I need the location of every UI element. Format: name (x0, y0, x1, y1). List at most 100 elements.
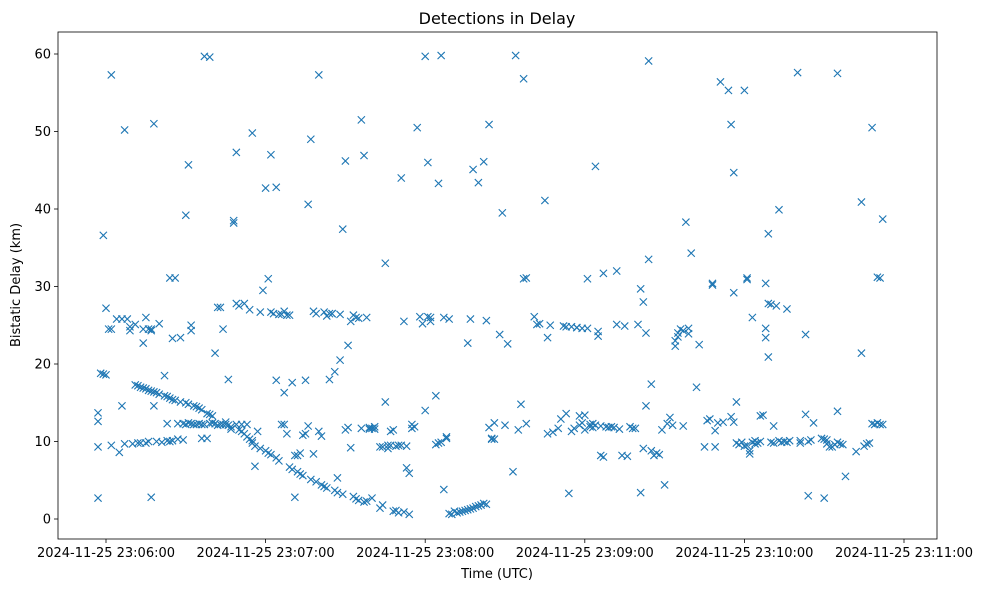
data-point-marker (381, 397, 390, 406)
data-point-marker (333, 473, 342, 482)
data-point-marker (423, 158, 432, 167)
data-point-marker (176, 333, 185, 342)
data-point-marker (508, 467, 517, 476)
data-point-marker (304, 422, 313, 430)
data-point-marker (346, 317, 355, 326)
data-point-marker (147, 493, 156, 502)
x-tick-label: 2024-11-25 23:07:00 (197, 546, 335, 561)
data-point-marker (346, 443, 355, 452)
data-point-marker (184, 418, 193, 427)
data-point-marker (663, 419, 672, 428)
y-tick-label: 50 (34, 125, 51, 140)
data-point-marker (168, 395, 177, 404)
data-point-marker (673, 332, 682, 341)
data-point-marker (583, 274, 592, 283)
data-point-marker (405, 469, 414, 478)
data-point-marker (836, 439, 845, 448)
data-point-marker (756, 411, 765, 420)
data-point-marker (290, 493, 299, 502)
data-point-marker (117, 401, 126, 410)
data-point-marker (756, 437, 765, 446)
data-point-marker (370, 425, 379, 434)
data-point-marker (474, 501, 483, 510)
data-point-marker (378, 501, 387, 510)
data-point-marker (139, 339, 148, 348)
data-point-marker (623, 452, 632, 461)
data-point-marker (354, 496, 363, 505)
data-point-marker (306, 135, 315, 144)
data-point-marker (857, 349, 866, 358)
data-point-marker (535, 319, 544, 328)
data-point-marker (282, 311, 291, 320)
data-point-marker (634, 320, 642, 329)
data-point-marker (426, 317, 435, 326)
data-point-marker (187, 326, 196, 335)
data-point-marker (868, 123, 877, 132)
data-point-marker (216, 303, 225, 312)
data-point-marker (793, 68, 802, 77)
data-point-marker (219, 325, 228, 334)
data-point-marker (439, 313, 448, 322)
data-point-marker (684, 324, 693, 333)
data-point-marker (354, 314, 363, 323)
data-point-marker (455, 508, 464, 517)
data-point-marker (442, 434, 451, 443)
data-point-marker (250, 462, 259, 471)
data-point-marker (631, 424, 640, 433)
data-point-marker (564, 489, 573, 498)
data-point-marker (357, 424, 366, 433)
data-point-marker (266, 150, 275, 159)
data-point-marker (732, 397, 741, 406)
data-point-marker (211, 349, 220, 358)
data-point-marker (240, 299, 249, 308)
data-point-marker (469, 165, 478, 174)
data-point-marker (876, 273, 885, 282)
data-point-marker (253, 427, 262, 436)
data-point-marker (288, 378, 297, 387)
data-point-marker (482, 500, 491, 509)
data-point-marker (806, 435, 815, 444)
data-point-marker (809, 418, 818, 427)
data-point-marker (822, 435, 831, 444)
data-point-marker (203, 434, 212, 443)
data-point-marker (657, 425, 666, 434)
data-point-marker (612, 320, 621, 329)
y-tick-label: 60 (34, 48, 51, 63)
data-point-marker (285, 311, 294, 320)
data-point-marker (421, 406, 430, 415)
data-point-marker (383, 441, 392, 450)
data-point-marker (594, 332, 603, 341)
data-point-marker (163, 419, 172, 428)
data-point-marker (328, 309, 337, 318)
data-point-marker (578, 418, 587, 427)
data-point-marker (519, 274, 528, 283)
data-point-marker (309, 449, 318, 458)
data-point-marker (729, 288, 738, 297)
data-point-marker (208, 411, 217, 420)
data-point-marker (131, 380, 140, 389)
data-point-marker (665, 413, 674, 422)
data-point-marker (256, 308, 265, 317)
plot-frame (57, 31, 938, 540)
data-point-marker (743, 275, 752, 284)
data-point-marker (532, 320, 541, 329)
data-point-marker (774, 205, 783, 214)
data-point-marker (189, 401, 198, 410)
data-point-marker (708, 279, 717, 288)
data-point-marker (280, 420, 289, 429)
data-point-marker (474, 178, 483, 187)
data-point-marker (708, 280, 717, 289)
data-point-marker (599, 453, 608, 461)
data-point-marker (280, 307, 289, 316)
data-point-marker (759, 411, 768, 420)
data-point-marker (761, 279, 770, 288)
data-point-marker (769, 439, 778, 448)
data-point-marker (274, 456, 283, 465)
data-point-marker (804, 491, 813, 500)
data-point-marker (463, 339, 472, 348)
data-point-marker (155, 319, 164, 328)
data-point-marker (745, 449, 754, 458)
data-point-marker (873, 273, 882, 282)
